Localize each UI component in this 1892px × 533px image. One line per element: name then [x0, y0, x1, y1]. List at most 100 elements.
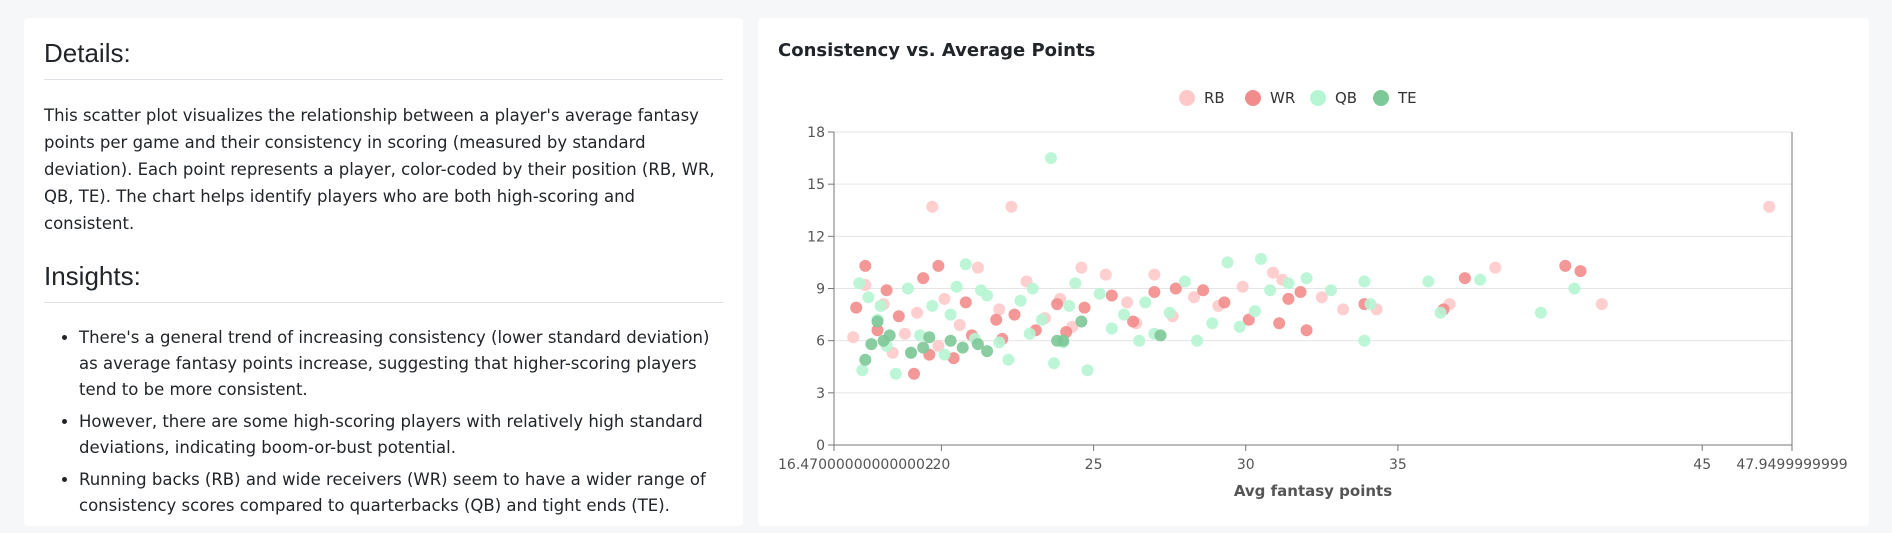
data-point-wr[interactable] — [892, 310, 905, 323]
data-point-qb[interactable] — [1568, 282, 1581, 295]
legend-marker-qb[interactable] — [1310, 90, 1326, 106]
data-point-wr[interactable] — [1300, 324, 1313, 337]
data-point-qb[interactable] — [1105, 322, 1118, 335]
data-point-rb[interactable] — [911, 306, 924, 319]
data-point-qb[interactable] — [1093, 287, 1106, 300]
data-point-rb[interactable] — [993, 303, 1006, 316]
data-point-te[interactable] — [859, 353, 872, 366]
data-point-qb[interactable] — [1264, 284, 1277, 297]
data-point-rb[interactable] — [1236, 280, 1249, 293]
data-point-qb[interactable] — [1358, 275, 1371, 288]
data-point-wr[interactable] — [1242, 313, 1255, 326]
data-point-qb[interactable] — [1255, 252, 1267, 265]
data-point-rb[interactable] — [1188, 291, 1200, 304]
data-point-qb[interactable] — [1178, 275, 1191, 288]
data-point-qb[interactable] — [1422, 275, 1435, 288]
data-point-wr[interactable] — [850, 301, 863, 314]
data-point-te[interactable] — [956, 341, 969, 354]
data-point-qb[interactable] — [889, 367, 902, 380]
data-point-rb[interactable] — [1267, 266, 1280, 279]
data-point-qb[interactable] — [1282, 277, 1295, 290]
data-point-qb[interactable] — [993, 336, 1006, 349]
data-point-te[interactable] — [971, 338, 984, 351]
data-point-qb[interactable] — [1325, 284, 1337, 297]
data-point-qb[interactable] — [1014, 294, 1027, 307]
data-point-qb[interactable] — [874, 299, 887, 312]
data-point-qb[interactable] — [1534, 306, 1547, 319]
data-point-wr[interactable] — [1218, 296, 1231, 309]
data-point-te[interactable] — [883, 329, 896, 342]
data-point-wr[interactable] — [932, 259, 945, 272]
data-point-qb[interactable] — [975, 284, 987, 297]
data-point-wr[interactable] — [871, 324, 884, 337]
data-point-qb[interactable] — [950, 280, 963, 293]
data-point-qb[interactable] — [1035, 313, 1048, 326]
data-point-rb[interactable] — [1099, 268, 1112, 281]
data-point-te[interactable] — [923, 331, 936, 344]
data-point-wr[interactable] — [917, 272, 930, 285]
data-point-te[interactable] — [871, 315, 884, 328]
data-point-wr[interactable] — [1559, 259, 1572, 272]
data-point-rb[interactable] — [1121, 296, 1134, 309]
data-point-qb[interactable] — [1002, 353, 1015, 366]
legend-label-qb[interactable]: QB — [1335, 89, 1357, 107]
data-point-te[interactable] — [905, 346, 917, 359]
data-point-rb[interactable] — [926, 200, 939, 213]
data-point-rb[interactable] — [1595, 298, 1608, 311]
data-point-rb[interactable] — [953, 319, 966, 331]
data-point-qb[interactable] — [1233, 320, 1246, 333]
legend-marker-rb[interactable] — [1179, 90, 1195, 106]
data-point-te[interactable] — [1075, 315, 1088, 328]
data-point-qb[interactable] — [1045, 152, 1057, 165]
data-point-te[interactable] — [865, 338, 878, 351]
data-point-te[interactable] — [917, 341, 930, 354]
data-point-qb[interactable] — [853, 277, 866, 290]
data-point-wr[interactable] — [1574, 265, 1587, 278]
data-point-wr[interactable] — [959, 296, 972, 309]
data-point-wr[interactable] — [947, 352, 960, 365]
data-point-qb[interactable] — [959, 258, 972, 271]
data-point-wr[interactable] — [1273, 317, 1286, 330]
data-point-qb[interactable] — [1300, 272, 1313, 285]
legend-marker-te[interactable] — [1373, 90, 1389, 106]
data-point-qb[interactable] — [1364, 298, 1377, 311]
data-point-rb[interactable] — [1148, 268, 1161, 281]
data-point-qb[interactable] — [1069, 277, 1082, 290]
data-point-wr[interactable] — [1458, 272, 1471, 285]
data-point-wr[interactable] — [1127, 315, 1140, 328]
legend-label-te[interactable]: TE — [1397, 89, 1417, 107]
data-point-qb[interactable] — [944, 308, 957, 321]
data-point-rb[interactable] — [898, 327, 911, 340]
data-point-te[interactable] — [1154, 329, 1167, 342]
data-point-qb[interactable] — [1358, 334, 1371, 347]
data-point-qb[interactable] — [1139, 296, 1152, 309]
data-point-qb[interactable] — [1063, 299, 1076, 312]
data-point-rb[interactable] — [1075, 261, 1088, 274]
data-point-qb[interactable] — [938, 348, 951, 361]
data-point-wr[interactable] — [1294, 286, 1307, 298]
data-point-qb[interactable] — [1081, 364, 1094, 377]
data-point-rb[interactable] — [847, 331, 860, 344]
data-point-qb[interactable] — [1118, 308, 1130, 321]
data-point-te[interactable] — [981, 345, 994, 358]
data-point-wr[interactable] — [880, 284, 893, 297]
data-point-rb[interactable] — [1315, 291, 1328, 304]
data-point-wr[interactable] — [1051, 298, 1064, 311]
data-point-wr[interactable] — [1282, 292, 1295, 305]
data-point-qb[interactable] — [862, 291, 875, 304]
data-point-qb[interactable] — [1163, 306, 1176, 319]
data-point-qb[interactable] — [1026, 282, 1039, 295]
data-point-qb[interactable] — [1206, 317, 1219, 330]
data-point-qb[interactable] — [926, 299, 939, 312]
data-point-wr[interactable] — [908, 367, 920, 380]
data-point-wr[interactable] — [1148, 286, 1161, 298]
data-point-rb[interactable] — [1489, 261, 1502, 274]
data-point-te[interactable] — [944, 334, 957, 347]
data-point-rb[interactable] — [938, 292, 951, 305]
data-point-qb[interactable] — [901, 282, 914, 295]
data-point-wr[interactable] — [1105, 289, 1118, 302]
data-point-qb[interactable] — [1221, 256, 1234, 269]
data-point-qb[interactable] — [1191, 334, 1204, 347]
data-point-rb[interactable] — [1005, 200, 1018, 213]
data-point-qb[interactable] — [1248, 305, 1261, 318]
